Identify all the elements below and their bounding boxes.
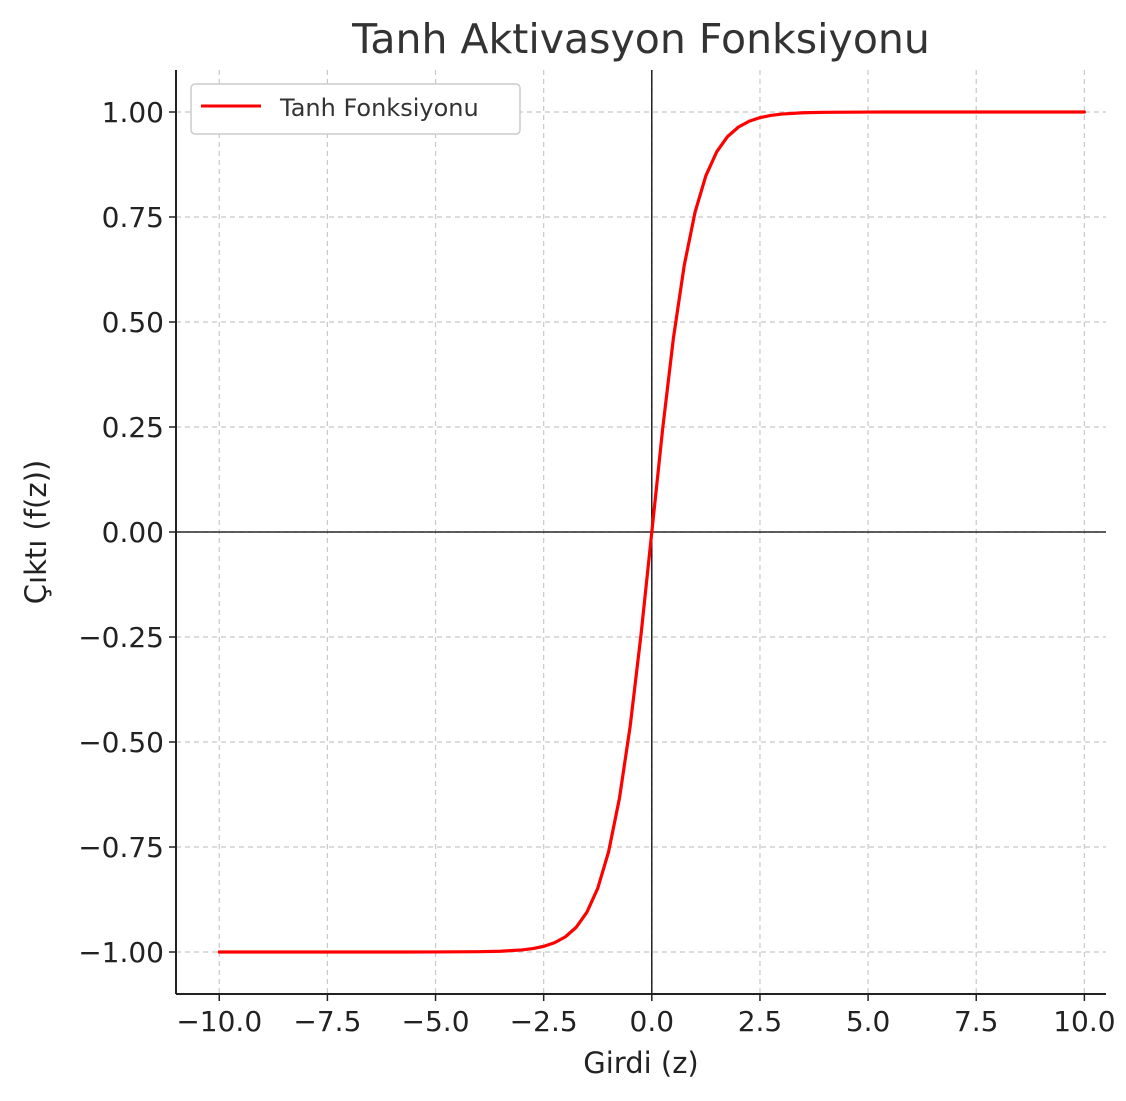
- x-axis-ticks: −10.0 −7.5 −5.0 −2.5 0.0 2.5 5.0 7.5 10.0: [176, 994, 1116, 1038]
- y-tick-label: 0.25: [102, 411, 164, 444]
- x-tick-label: 2.5: [738, 1005, 783, 1038]
- legend-label: Tanh Fonksiyonu: [279, 94, 479, 122]
- x-tick-label: 10.0: [1053, 1005, 1115, 1038]
- legend-box: [190, 83, 521, 135]
- zero-reference-lines: [176, 70, 1106, 994]
- chart-title: Tanh Aktivasyon Fonksiyonu: [351, 15, 930, 63]
- y-tick-label: −1.00: [78, 936, 164, 969]
- y-tick-label: −0.50: [78, 726, 164, 759]
- y-tick-label: 1.00: [102, 96, 164, 129]
- x-axis-title: Girdi (z): [583, 1046, 698, 1080]
- y-tick-label: 0.50: [102, 306, 164, 339]
- x-tick-label: −7.5: [293, 1005, 361, 1038]
- legend: Tanh Fonksiyonu: [190, 83, 521, 135]
- x-tick-label: 7.5: [954, 1005, 999, 1038]
- series-layer: [217, 110, 1086, 954]
- y-tick-label: 0.00: [102, 516, 164, 549]
- y-axis-ticks: −1.00 −0.75 −0.50 −0.25 0.00 0.25 0.50 0.75 1.00: [78, 96, 176, 969]
- y-axis-title: Çıktı (f(z)): [19, 460, 53, 604]
- y-tick-label: −0.75: [78, 831, 164, 864]
- x-tick-label: 5.0: [846, 1005, 891, 1038]
- x-tick-label: −10.0: [176, 1005, 262, 1038]
- y-tick-label: −0.25: [78, 621, 164, 654]
- y-tick-label: 0.75: [102, 201, 164, 234]
- series-line-tanh: [217, 110, 1086, 954]
- x-tick-label: −2.5: [510, 1005, 578, 1038]
- x-tick-label: 0.0: [630, 1005, 675, 1038]
- x-tick-label: −5.0: [402, 1005, 470, 1038]
